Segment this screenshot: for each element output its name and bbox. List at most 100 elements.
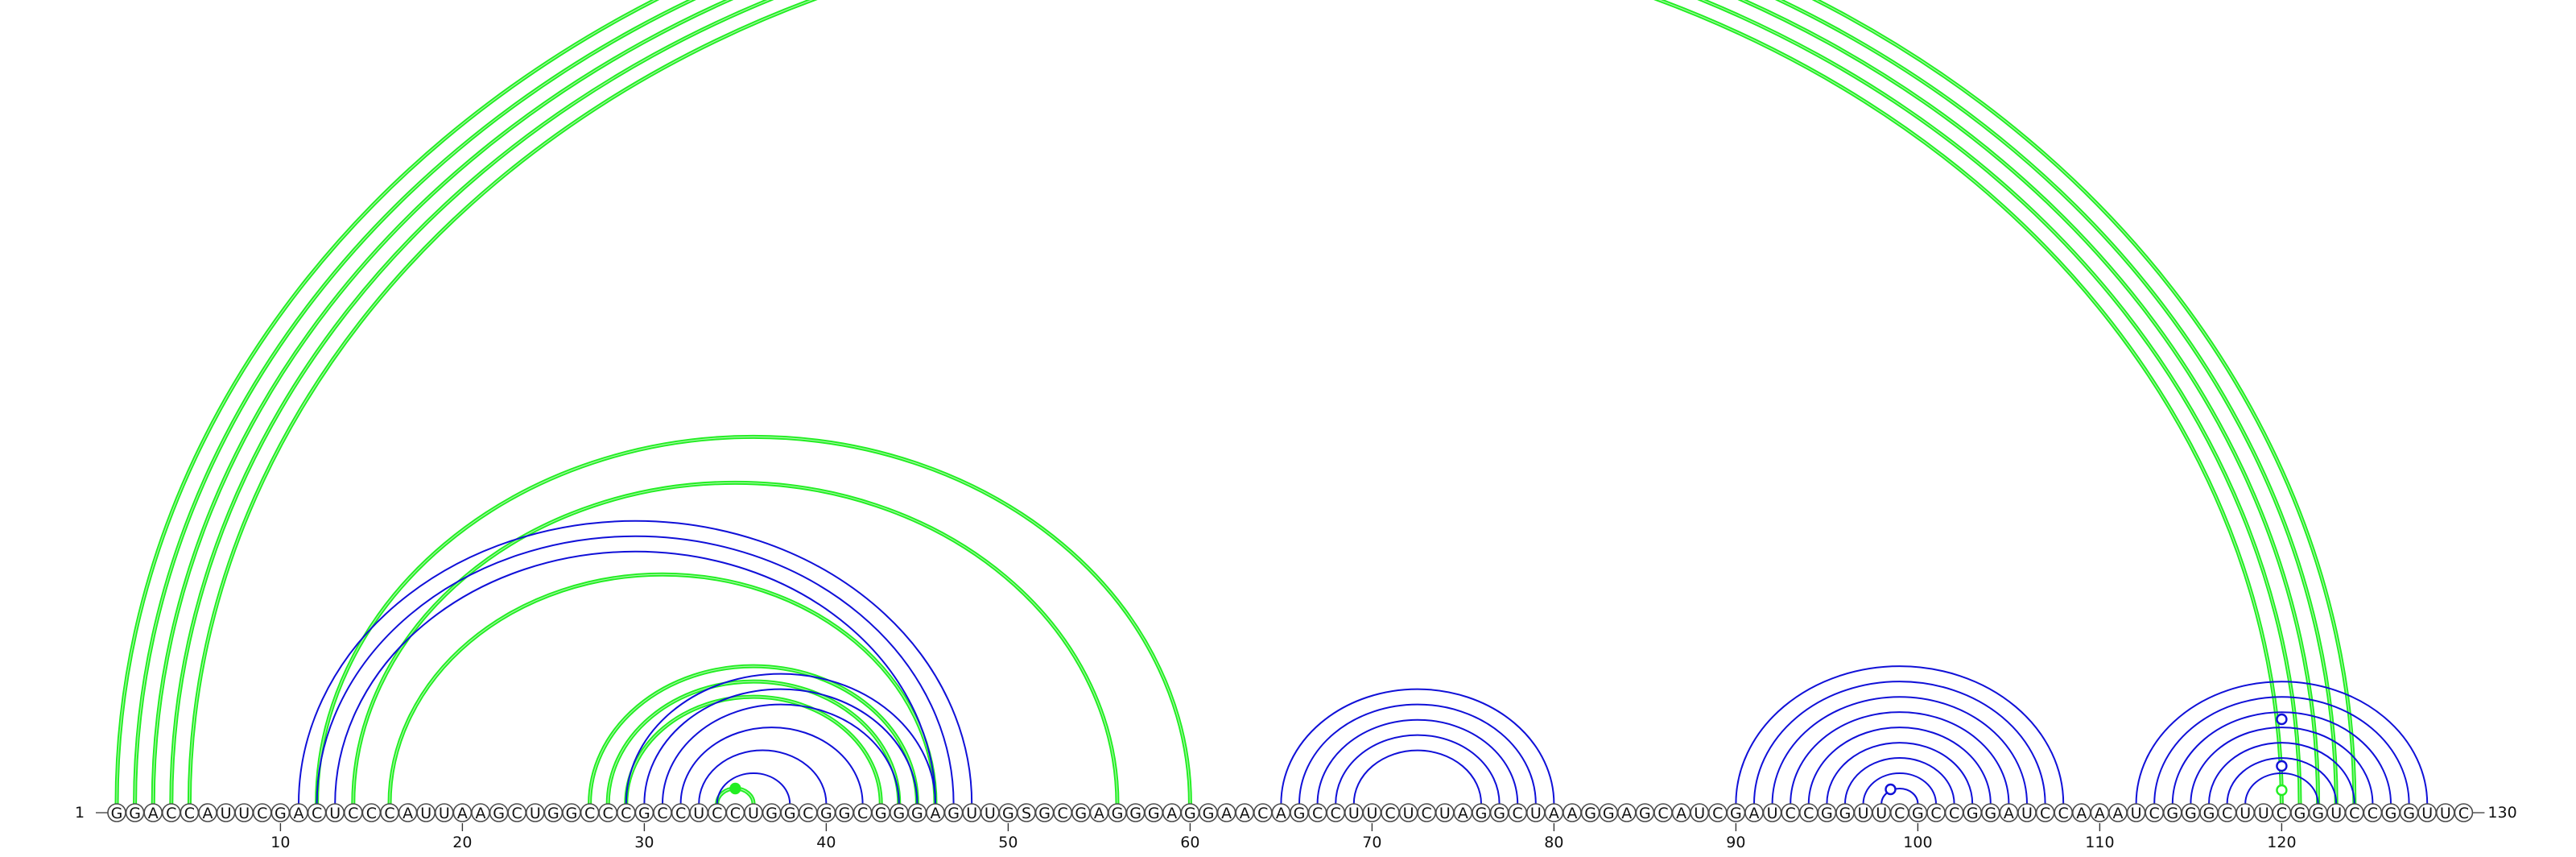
nucleotide-letter: C [312, 805, 322, 822]
nucleotide-letter: G [1584, 805, 1596, 822]
nucleotide-letter: G [1129, 805, 1141, 822]
nucleotide-letter: A [2095, 805, 2105, 822]
blue-pair-arc [716, 772, 791, 805]
nucleotide-letter: G [547, 805, 559, 822]
pair-marker [729, 782, 741, 795]
nucleotide-letter: C [1513, 805, 1523, 822]
nucleotide-letter: U [329, 805, 341, 822]
start-position-label: 1 [75, 804, 85, 822]
tick-label: 50 [998, 834, 1018, 851]
nucleotide-letter: C [803, 805, 813, 822]
tick-label: 20 [452, 834, 472, 851]
nucleotide-letter: A [402, 805, 413, 822]
blue-pair-arc [1771, 696, 2028, 805]
green-pair-arc [315, 434, 1192, 805]
blue-pair-arc [2208, 742, 2355, 805]
pair-marker [2276, 760, 2288, 772]
nucleotide-circle [2454, 803, 2474, 822]
tick-label: 90 [1726, 834, 1745, 851]
nucleotide-letter: A [1567, 805, 1578, 822]
nucleotide-letter: G [1912, 805, 1924, 822]
nucleotide-letter: G [893, 805, 905, 822]
nucleotide-letter: C [603, 805, 613, 822]
nucleotide-letter: G [1821, 805, 1833, 822]
green-pair-arc-highlight [188, 0, 2282, 805]
nucleotide-letter: C [512, 805, 522, 822]
nucleotide-letter: C [857, 805, 868, 822]
nucleotide-letter: G [1203, 805, 1215, 822]
nucleotide-letter: U [1348, 805, 1360, 822]
blue-pair-arc [625, 673, 936, 805]
nucleotide-letter: C [657, 805, 667, 822]
nucleotide-letter: U [966, 805, 977, 822]
blue-pair-arc [316, 535, 955, 805]
nucleotide-letter: C [621, 805, 631, 822]
nucleotide-letter: G [493, 805, 505, 822]
nucleotide-letter: G [275, 805, 287, 822]
blue-pair-arc [1298, 703, 1537, 805]
nucleotide-letter: G [947, 805, 960, 822]
blue-pair-arc [1826, 742, 1974, 805]
nucleotide-letter: C [184, 805, 195, 822]
nucleotide-letter: G [566, 805, 578, 822]
nucleotide-letter: G [1038, 805, 1051, 822]
nucleotide-letter: C [2222, 805, 2232, 822]
nucleotide-letter: C [384, 805, 394, 822]
blue-pair-arc [1790, 711, 2010, 805]
blue-pair-arc [2190, 727, 2374, 805]
nucleotide-letter: G [1493, 805, 1505, 822]
nucleotide-letter: G [1639, 805, 1651, 822]
nucleotide-letter: C [675, 805, 686, 822]
nucleotide-letter: C [2368, 805, 2378, 822]
green-pair-arc-highlight [116, 0, 2355, 805]
blue-pair-arc [334, 550, 936, 805]
nucleotide-letter: A [1094, 805, 1104, 822]
nucleotide-letter: C [1803, 805, 1814, 822]
green-pair-arc [169, 0, 2302, 805]
nucleotide-letter: S [1022, 805, 1031, 822]
tick-label: 40 [816, 834, 836, 851]
nucleotide-letter: C [2058, 805, 2069, 822]
nucleotide-letter: A [2076, 805, 2087, 822]
nucleotide-letter: G [1148, 805, 1160, 822]
nucleotide-letter: G [1002, 805, 1014, 822]
end-position-label: 130 [2487, 804, 2516, 822]
blue-pair-arc [1880, 788, 1919, 805]
blue-pair-arc [2244, 772, 2319, 805]
nucleotide-letter: U [420, 805, 431, 822]
nucleotide-letter: C [348, 805, 358, 822]
blue-pair-arc [1335, 734, 1501, 805]
tick-label: 70 [1362, 834, 1381, 851]
green-pair-arc-highlight [389, 573, 936, 805]
nucleotide-letter: A [476, 805, 486, 822]
green-pair-arc-highlight [316, 436, 1191, 805]
nucleotide-letter: U [1403, 805, 1414, 822]
nucleotide-letter: A [931, 805, 941, 822]
nucleotide-letter: U [1439, 805, 1451, 822]
tick-label: 30 [634, 834, 654, 851]
nucleotide-letter: G [129, 805, 141, 822]
pair-marker [2276, 784, 2288, 797]
nucleotide-letter: G [1603, 805, 1615, 822]
blue-pair-arc [1753, 681, 2046, 805]
nucleotide-letter: U [1694, 805, 1705, 822]
blue-pair-arc [698, 749, 828, 805]
nucleotide-letter: G [911, 805, 923, 822]
green-pair-arc-highlight [353, 482, 1118, 805]
blue-pair-arc [2153, 696, 2410, 805]
nucleotide-letter: G [875, 805, 887, 822]
nucleotide-letter: A [457, 805, 468, 822]
nucleotide-letter: G [2385, 805, 2397, 822]
nucleotide-letter: A [1749, 805, 1760, 822]
green-pair-arc-highlight [607, 681, 900, 805]
green-pair-arc [187, 0, 2284, 805]
nucleotide-letter: G [820, 805, 832, 822]
nucleotide-letter: C [730, 805, 741, 822]
blue-pair-arc [2226, 757, 2338, 805]
green-pair-arc [588, 664, 919, 805]
green-pair-arc-highlight [171, 0, 2301, 805]
nucleotide-letter: G [1075, 805, 1087, 822]
nucleotide-letter: G [2403, 805, 2415, 822]
nucleotide-letter: A [2113, 805, 2124, 822]
nucleotide-letter: G [784, 805, 796, 822]
